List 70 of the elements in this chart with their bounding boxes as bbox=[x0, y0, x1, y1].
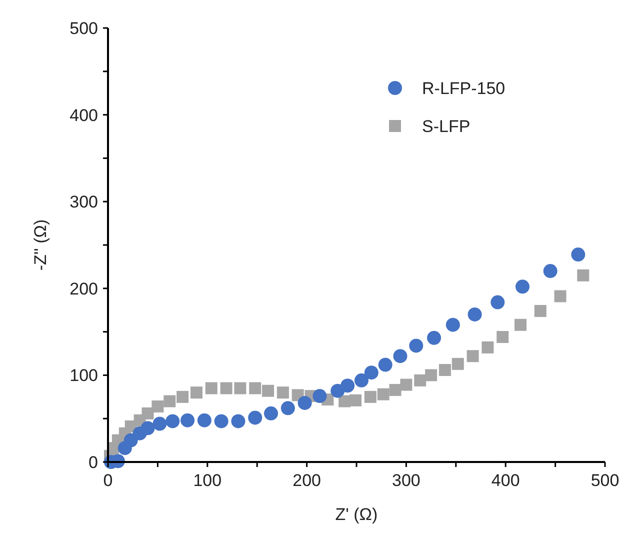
point bbox=[414, 374, 426, 386]
y-tick-label: 100 bbox=[70, 366, 98, 386]
point bbox=[231, 414, 246, 428]
point bbox=[312, 389, 327, 404]
x-tick-label: 200 bbox=[292, 471, 321, 490]
y-tick-label: 200 bbox=[70, 279, 98, 298]
point bbox=[180, 413, 195, 428]
point bbox=[514, 318, 527, 331]
point bbox=[496, 331, 509, 344]
y-tick-label: 500 bbox=[70, 19, 98, 38]
point bbox=[249, 382, 262, 394]
point bbox=[164, 395, 176, 408]
point bbox=[389, 384, 402, 396]
point bbox=[262, 384, 274, 397]
point bbox=[190, 386, 202, 399]
point bbox=[276, 386, 289, 399]
point bbox=[452, 358, 464, 370]
point bbox=[490, 295, 505, 310]
y-tick-label: 400 bbox=[70, 106, 98, 125]
x-tick-label: 100 bbox=[193, 471, 222, 490]
point bbox=[409, 338, 424, 353]
point bbox=[427, 330, 442, 345]
point bbox=[340, 378, 355, 393]
point bbox=[554, 290, 566, 302]
point bbox=[393, 349, 408, 364]
x-tick-label: 300 bbox=[392, 471, 420, 490]
point bbox=[166, 414, 180, 428]
point bbox=[377, 388, 390, 400]
y-tick-label: 300 bbox=[70, 192, 98, 212]
point bbox=[197, 413, 212, 428]
point bbox=[378, 358, 392, 372]
point bbox=[534, 304, 546, 317]
point bbox=[468, 307, 482, 322]
point bbox=[466, 350, 479, 362]
point bbox=[577, 269, 590, 282]
point bbox=[438, 364, 451, 376]
point bbox=[350, 394, 362, 406]
point bbox=[176, 390, 189, 403]
point bbox=[142, 407, 154, 420]
point bbox=[571, 248, 586, 262]
point bbox=[298, 396, 312, 410]
y-tick-label: 0 bbox=[88, 453, 98, 472]
point bbox=[280, 401, 295, 416]
x-tick-label: 500 bbox=[590, 471, 619, 490]
x-tick-label: 400 bbox=[491, 471, 520, 490]
point bbox=[248, 410, 262, 425]
point bbox=[446, 318, 460, 332]
point bbox=[482, 341, 494, 354]
point bbox=[152, 400, 164, 412]
point bbox=[516, 280, 530, 294]
point bbox=[330, 384, 345, 398]
point bbox=[364, 390, 376, 403]
point bbox=[425, 369, 438, 382]
point bbox=[140, 421, 155, 436]
point bbox=[543, 264, 558, 278]
y-axis-title: -Z'' (Ω) bbox=[31, 219, 50, 271]
point bbox=[364, 366, 378, 380]
point bbox=[264, 406, 278, 420]
x-axis-title: Z' (Ω) bbox=[335, 505, 378, 524]
legend-label: S-LFP bbox=[422, 117, 470, 136]
point bbox=[205, 382, 218, 394]
point bbox=[124, 433, 138, 448]
point bbox=[400, 378, 412, 391]
point bbox=[214, 414, 228, 428]
point bbox=[354, 373, 368, 388]
point bbox=[234, 382, 246, 394]
point bbox=[220, 382, 232, 394]
x-tick-label: 0 bbox=[103, 471, 113, 490]
legend-label: R-LFP-150 bbox=[422, 79, 506, 98]
point bbox=[152, 416, 167, 431]
